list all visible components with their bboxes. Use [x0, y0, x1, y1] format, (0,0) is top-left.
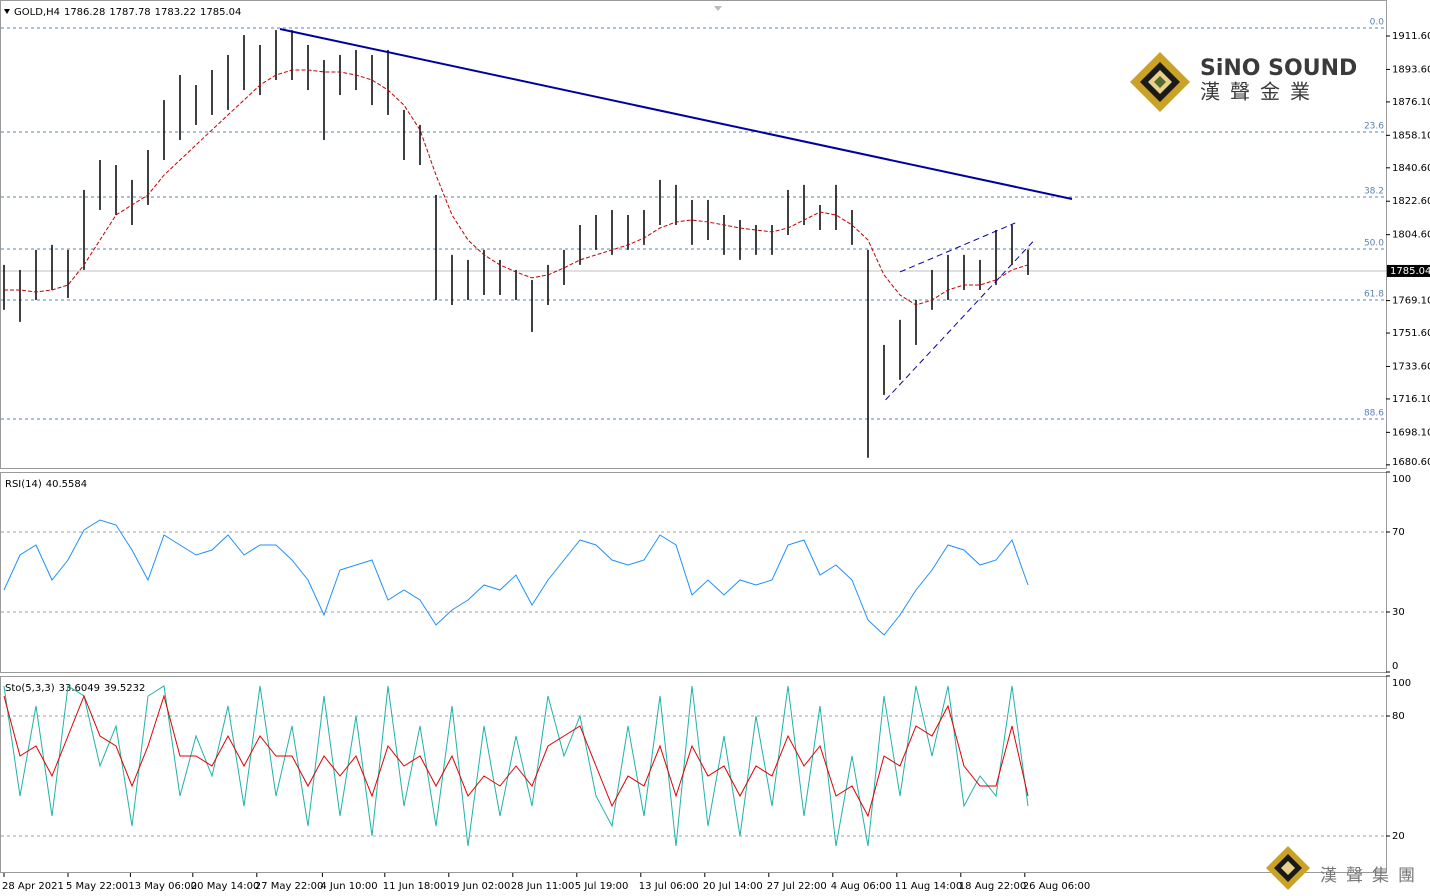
- trendline: [899, 222, 1016, 273]
- y-tick-label: 100: [1392, 678, 1411, 689]
- indicator-line: [3, 519, 1029, 636]
- header-value: 33.6049: [59, 683, 100, 694]
- last-price-box: [1387, 264, 1430, 277]
- x-tick-label: 28 Jun 11:00: [511, 881, 575, 892]
- panel-title: RSI(14): [5, 479, 42, 490]
- panel-header: RSI(14) 40.5584: [5, 479, 87, 490]
- fib-label: 50.0: [1364, 238, 1384, 248]
- y-tick-label: 1876.10: [1392, 97, 1430, 108]
- header-value: 1783.22: [155, 7, 196, 18]
- x-tick-label: 11 Aug 14:00: [895, 881, 962, 892]
- y-tick-label: 1893.60: [1392, 64, 1430, 75]
- x-tick-label: 13 Jul 06:00: [639, 881, 699, 892]
- indicator-line: [3, 694, 1029, 818]
- fib-label: 88.6: [1364, 408, 1384, 418]
- y-tick-label: 1680.60: [1392, 457, 1430, 468]
- x-tick-label: 28 Apr 2021: [2, 881, 64, 892]
- x-tick-label: 27 May 22:00: [255, 881, 324, 892]
- x-tick-label: 20 May 14:00: [191, 881, 260, 892]
- y-tick-label: 20: [1392, 831, 1405, 842]
- x-tick-label: 18 Aug 22:00: [959, 881, 1026, 892]
- shift-marker: [714, 6, 722, 11]
- fib-label: 23.6: [1364, 121, 1384, 131]
- y-tick-label: 100: [1392, 474, 1411, 485]
- y-tick-label: 0: [1392, 661, 1398, 672]
- header-value: 39.5232: [104, 683, 145, 694]
- panel-header: Sto(5,3,3) 33.6049 39.5232: [5, 683, 145, 694]
- logo: SiNO SOUND 漢聲金業: [1130, 52, 1357, 112]
- rsi-panel: [0, 472, 1387, 673]
- x-tick-label: 5 May 22:00: [66, 881, 128, 892]
- stoch-panel: [0, 676, 1387, 873]
- trendline: [885, 239, 1035, 401]
- last-price-label: 1785.04: [1390, 266, 1430, 277]
- y-tick-label: 1733.60: [1392, 361, 1430, 372]
- trendline: [279, 27, 1073, 200]
- y-tick-label: 30: [1392, 607, 1405, 618]
- fib-label: 0.0: [1370, 18, 1385, 28]
- panel-header: GOLD,H4 1786.28 1787.78 1783.22 1785.04: [14, 7, 241, 18]
- x-tick-label: 5 Jul 19:00: [575, 881, 629, 892]
- panel-title: Sto(5,3,3): [5, 683, 55, 694]
- fib-label: 61.8: [1364, 289, 1384, 299]
- header-value: 1786.28: [64, 7, 105, 18]
- x-tick-label: 11 Jun 18:00: [383, 881, 447, 892]
- x-tick-label: 13 May 06:00: [128, 881, 197, 892]
- x-tick-label: 4 Jun 10:00: [320, 881, 377, 892]
- moving-average: [4, 69, 1029, 306]
- x-tick-label: 19 Jun 02:00: [447, 881, 511, 892]
- y-tick-label: 1804.60: [1392, 230, 1430, 241]
- x-tick-label: 4 Aug 06:00: [831, 881, 892, 892]
- panel-title: GOLD,H4: [14, 7, 60, 18]
- y-tick-label: 1716.10: [1392, 394, 1430, 405]
- x-tick-label: 27 Jul 22:00: [767, 881, 827, 892]
- footer-text: 漢聲集團: [1320, 866, 1424, 886]
- indicator-line: [3, 685, 1029, 847]
- y-tick-label: 1822.60: [1392, 196, 1430, 207]
- y-tick-label: 1858.10: [1392, 130, 1430, 141]
- y-tick-label: 1751.60: [1392, 328, 1430, 339]
- y-tick-label: 1769.10: [1392, 296, 1430, 307]
- fib-label: 38.2: [1364, 186, 1384, 196]
- logo-chinese: 漢聲金業: [1200, 80, 1320, 104]
- header-value: 40.5584: [46, 479, 87, 490]
- y-tick-label: 70: [1392, 527, 1405, 538]
- y-tick-label: 80: [1392, 711, 1405, 722]
- header-value: 1785.04: [200, 7, 241, 18]
- y-tick-label: 1698.10: [1392, 427, 1430, 438]
- footer-logo: 漢聲集團: [1266, 846, 1424, 890]
- menu-arrow: [4, 9, 10, 14]
- x-tick-label: 26 Aug 06:00: [1023, 881, 1090, 892]
- y-tick-label: 1911.60: [1392, 31, 1430, 42]
- header-value: 1787.78: [109, 7, 150, 18]
- logo-name: SiNO SOUND: [1200, 56, 1357, 81]
- y-tick-label: 1840.60: [1392, 163, 1430, 174]
- x-tick-label: 20 Jul 14:00: [703, 881, 763, 892]
